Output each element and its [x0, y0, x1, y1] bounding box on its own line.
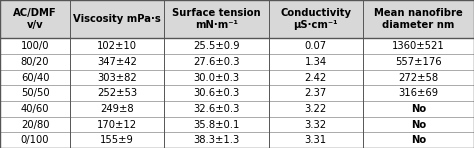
- Bar: [269, 117, 363, 132]
- Bar: [269, 101, 363, 117]
- Text: 303±82: 303±82: [97, 73, 137, 83]
- Text: 25.5±0.9: 25.5±0.9: [193, 41, 240, 51]
- Text: 252±53: 252±53: [97, 88, 137, 98]
- Bar: [363, 132, 474, 148]
- Bar: [70, 0, 164, 38]
- Text: 2.42: 2.42: [304, 73, 327, 83]
- Text: 3.22: 3.22: [304, 104, 327, 114]
- Bar: [0, 117, 70, 132]
- Bar: [70, 117, 164, 132]
- Bar: [0, 85, 70, 101]
- Text: No: No: [411, 104, 426, 114]
- Text: 60/40: 60/40: [21, 73, 49, 83]
- Bar: [363, 70, 474, 85]
- Text: Conductivity
μS·cm⁻¹: Conductivity μS·cm⁻¹: [280, 8, 351, 30]
- Bar: [70, 70, 164, 85]
- Text: 557±176: 557±176: [395, 57, 442, 67]
- Bar: [164, 132, 269, 148]
- Bar: [70, 132, 164, 148]
- Bar: [0, 54, 70, 70]
- Bar: [363, 54, 474, 70]
- Bar: [164, 101, 269, 117]
- Bar: [164, 0, 269, 38]
- Bar: [164, 38, 269, 54]
- Text: 27.6±0.3: 27.6±0.3: [193, 57, 240, 67]
- Bar: [0, 101, 70, 117]
- Bar: [269, 38, 363, 54]
- Text: 38.3±1.3: 38.3±1.3: [193, 135, 239, 145]
- Text: 30.6±0.3: 30.6±0.3: [193, 88, 239, 98]
- Text: 20/80: 20/80: [21, 120, 49, 130]
- Bar: [70, 101, 164, 117]
- Bar: [70, 85, 164, 101]
- Text: 30.0±0.3: 30.0±0.3: [193, 73, 239, 83]
- Text: 155±9: 155±9: [100, 135, 134, 145]
- Bar: [269, 132, 363, 148]
- Text: 102±10: 102±10: [97, 41, 137, 51]
- Bar: [164, 117, 269, 132]
- Text: 2.37: 2.37: [304, 88, 327, 98]
- Text: 0.07: 0.07: [304, 41, 327, 51]
- Bar: [0, 70, 70, 85]
- Text: 100/0: 100/0: [21, 41, 49, 51]
- Text: 3.32: 3.32: [304, 120, 327, 130]
- Bar: [164, 54, 269, 70]
- Text: 249±8: 249±8: [100, 104, 134, 114]
- Bar: [269, 54, 363, 70]
- Bar: [269, 85, 363, 101]
- Bar: [363, 38, 474, 54]
- Text: Surface tension
mN·m⁻¹: Surface tension mN·m⁻¹: [172, 8, 261, 30]
- Text: AC/DMF
v/v: AC/DMF v/v: [13, 8, 57, 30]
- Bar: [363, 117, 474, 132]
- Bar: [269, 70, 363, 85]
- Text: 272±58: 272±58: [398, 73, 438, 83]
- Bar: [363, 85, 474, 101]
- Text: 35.8±0.1: 35.8±0.1: [193, 120, 239, 130]
- Bar: [269, 0, 363, 38]
- Text: 1360±521: 1360±521: [392, 41, 445, 51]
- Bar: [363, 101, 474, 117]
- Text: No: No: [411, 120, 426, 130]
- Text: 0/100: 0/100: [21, 135, 49, 145]
- Bar: [0, 132, 70, 148]
- Text: 3.31: 3.31: [304, 135, 327, 145]
- Text: 170±12: 170±12: [97, 120, 137, 130]
- Bar: [0, 38, 70, 54]
- Text: 32.6±0.3: 32.6±0.3: [193, 104, 239, 114]
- Text: Mean nanofibre
diameter nm: Mean nanofibre diameter nm: [374, 8, 463, 30]
- Bar: [0, 0, 70, 38]
- Text: 80/20: 80/20: [21, 57, 49, 67]
- Bar: [164, 70, 269, 85]
- Bar: [164, 85, 269, 101]
- Text: Viscosity mPa·s: Viscosity mPa·s: [73, 14, 161, 24]
- Bar: [363, 0, 474, 38]
- Text: 316±69: 316±69: [398, 88, 438, 98]
- Text: 1.34: 1.34: [304, 57, 327, 67]
- Text: No: No: [411, 135, 426, 145]
- Text: 50/50: 50/50: [21, 88, 49, 98]
- Text: 347±42: 347±42: [97, 57, 137, 67]
- Bar: [70, 38, 164, 54]
- Bar: [70, 54, 164, 70]
- Text: 40/60: 40/60: [21, 104, 49, 114]
